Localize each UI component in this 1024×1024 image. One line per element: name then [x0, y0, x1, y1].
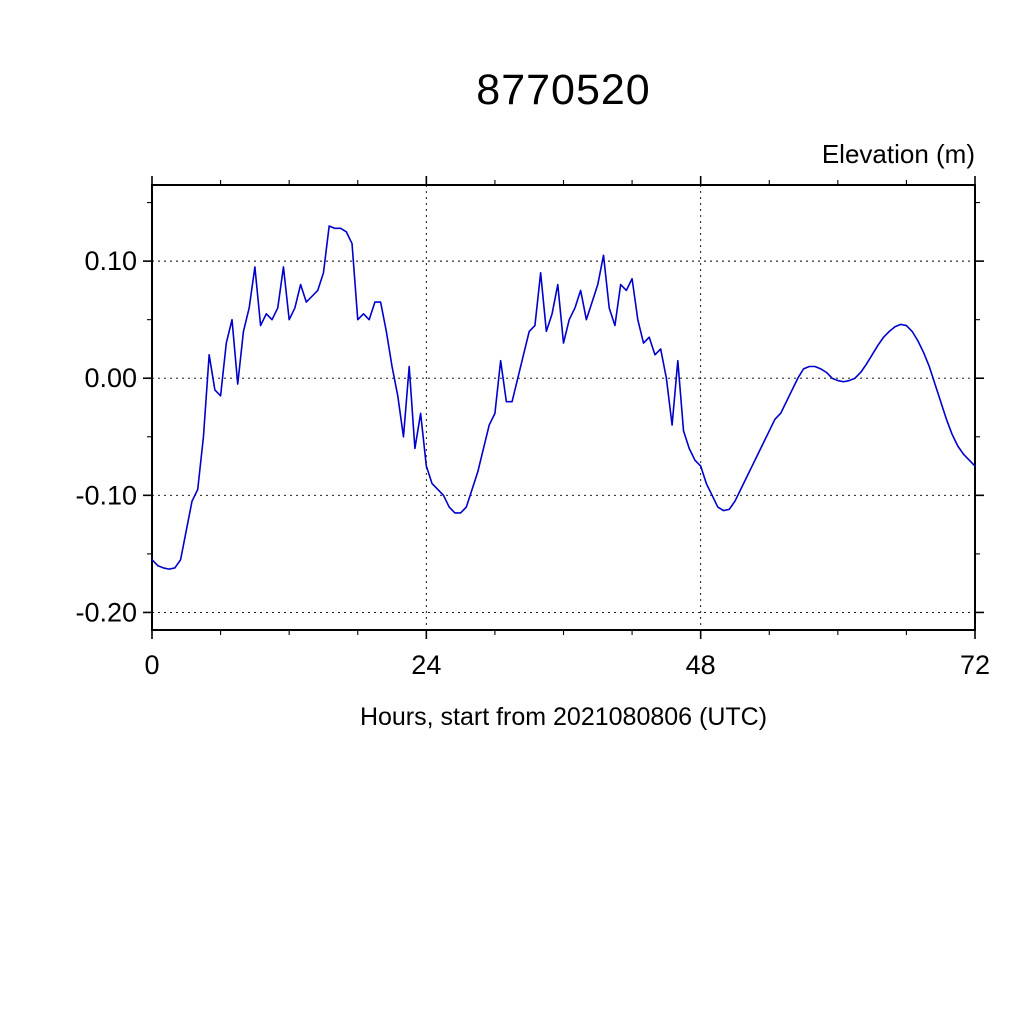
elevation-line: [151, 225, 976, 570]
x-tick-label: 48: [686, 650, 716, 680]
plot-frame: [151, 184, 976, 631]
y-axis-title: Elevation (m): [821, 139, 975, 169]
plot-area: 0 24 48 72 0.10 0.00 -0.10 -0.20: [75, 176, 990, 680]
y-tick-label: -0.10: [75, 480, 137, 510]
x-tick-label: 0: [144, 650, 159, 680]
y-tick-label: 0.10: [84, 246, 137, 276]
x-tick-label: 24: [411, 650, 441, 680]
x-axis-title: Hours, start from 2021080806 (UTC): [359, 703, 768, 731]
y-tick-label: 0.00: [84, 363, 137, 393]
x-tick-label: 72: [960, 650, 990, 680]
chart-title: 8770520: [476, 66, 651, 114]
y-tick-label: -0.20: [75, 597, 137, 627]
